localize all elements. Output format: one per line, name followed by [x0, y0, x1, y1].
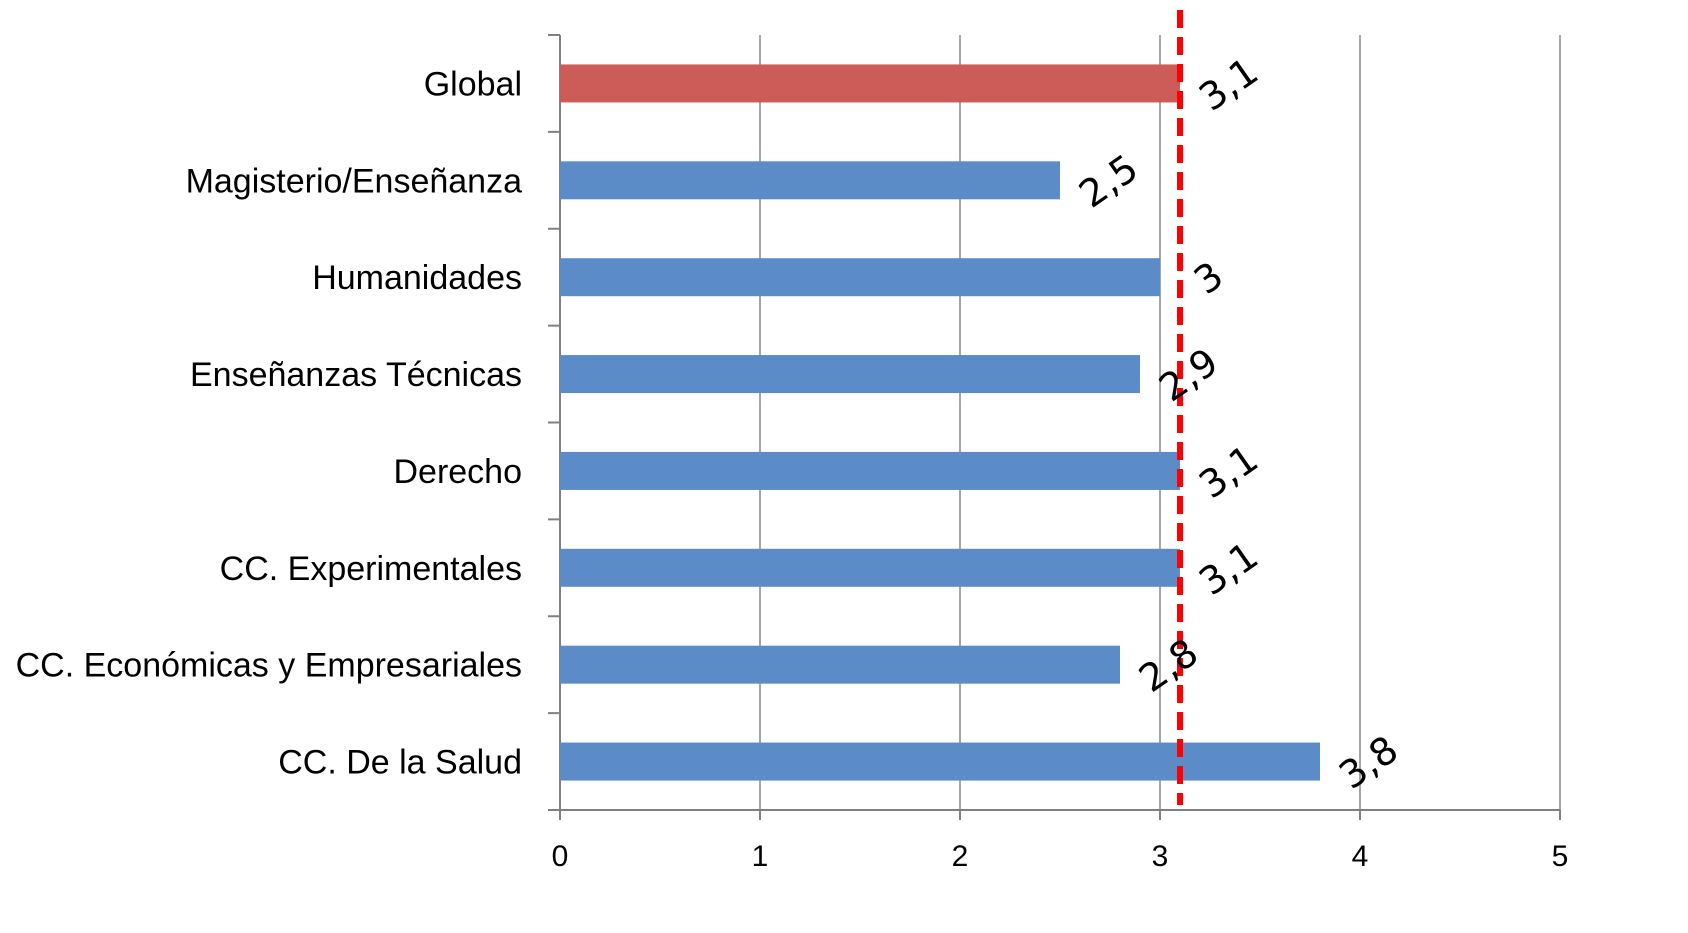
data-label: 2,8	[1131, 630, 1206, 701]
bar	[560, 742, 1320, 781]
x-tick-label: 3	[1152, 840, 1169, 873]
category-label: CC. Económicas y Empresariales	[16, 647, 522, 685]
bar	[560, 645, 1120, 684]
bar	[560, 258, 1160, 297]
category-label: CC. De la Salud	[278, 744, 522, 782]
category-label: Derecho	[393, 453, 522, 491]
category-label: Humanidades	[312, 259, 522, 297]
bar	[560, 161, 1060, 200]
data-label: 3,8	[1331, 727, 1406, 798]
data-label: 3,1	[1191, 533, 1266, 604]
data-label: 2,9	[1151, 340, 1226, 411]
category-label: CC. Experimentales	[220, 550, 522, 588]
x-tick-label: 4	[1352, 840, 1369, 873]
bar	[560, 355, 1140, 394]
category-label: Global	[424, 65, 522, 103]
bar	[560, 548, 1180, 587]
bars	[560, 64, 1320, 781]
data-label: 3	[1186, 253, 1231, 303]
axes	[548, 34, 1561, 820]
x-tick-label: 2	[952, 840, 969, 873]
x-tick-label: 1	[752, 840, 769, 873]
category-label: Magisterio/Enseñanza	[186, 162, 523, 200]
category-label: Enseñanzas Técnicas	[190, 356, 522, 394]
data-label: 2,5	[1071, 146, 1146, 217]
bar	[560, 64, 1180, 103]
bar	[560, 451, 1180, 490]
x-tick-label: 0	[552, 840, 569, 873]
data-label: 3,1	[1191, 436, 1266, 507]
data-label: 3,1	[1191, 49, 1266, 120]
x-tick-label: 5	[1552, 840, 1569, 873]
